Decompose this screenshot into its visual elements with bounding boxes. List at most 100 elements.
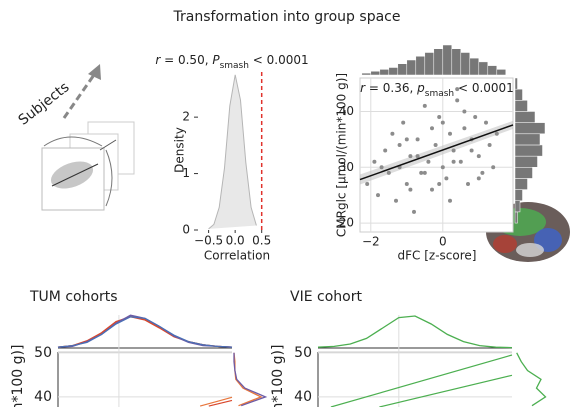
top-hist-bar <box>496 69 507 76</box>
scatter-point <box>437 115 442 120</box>
scatter-point <box>397 142 402 147</box>
scatter-point <box>444 176 449 181</box>
y-tick-label: 40 <box>34 389 52 405</box>
marginal-curve <box>57 316 233 348</box>
scatter-point <box>458 159 463 164</box>
y-axis-label: n*100 g)] <box>270 345 286 407</box>
scatter-point <box>440 165 445 170</box>
top-hist-bar <box>406 59 417 76</box>
y-tick-label: 50 <box>294 345 312 361</box>
scatter-point <box>401 120 406 125</box>
right-hist-bar <box>514 133 541 146</box>
top-hist-bar <box>361 72 372 76</box>
y-tick-label: 50 <box>34 345 52 361</box>
title-part: smash <box>220 61 249 71</box>
panel-title: r = 0.50, Psmash < 0.0001 <box>155 53 308 71</box>
fit-line <box>359 124 514 181</box>
right-hist-bar <box>514 111 536 123</box>
right-marginal-curve <box>233 352 268 407</box>
panel-title: TUM cohorts <box>29 289 118 305</box>
x-axis-label: Correlation <box>204 249 270 263</box>
right-hist-bar <box>514 189 523 202</box>
scatter-point <box>440 120 445 125</box>
right-hist-bar <box>514 77 518 90</box>
scatter-point <box>408 187 413 192</box>
y-tick-label: 0 <box>182 223 190 237</box>
right-marginal-curve <box>233 352 263 407</box>
x-tick-label: 0.5 <box>252 234 271 248</box>
top-hist-bar <box>415 56 426 76</box>
scatter-point <box>422 103 427 108</box>
scatter-point <box>433 142 438 147</box>
arrow-head <box>88 64 101 80</box>
top-hist-bar <box>487 65 498 76</box>
right-hist-bar <box>514 122 546 135</box>
x-tick-label: −0.5 <box>194 234 223 248</box>
right-hist-bar <box>514 200 521 213</box>
scatter-point <box>383 148 388 153</box>
x-axis-label: dFC [z-score] <box>398 249 477 263</box>
scatter-point <box>462 126 467 131</box>
figure-title: Transformation into group space <box>173 9 401 25</box>
top-hist-bar <box>397 63 408 76</box>
right-hist-bar <box>514 144 543 157</box>
scatter-point <box>376 193 380 198</box>
scatter-point <box>365 182 370 187</box>
scatter-point <box>437 182 442 187</box>
scatter-point <box>404 137 409 142</box>
fit-line <box>199 396 233 407</box>
scatter-point <box>415 137 420 142</box>
fit-line <box>379 374 513 407</box>
scatter-point <box>469 148 474 153</box>
title-part: p <box>416 81 425 95</box>
fit-line <box>330 354 513 407</box>
scatter-point <box>426 159 431 164</box>
scatter-point <box>394 198 398 203</box>
scatter-point <box>494 131 499 136</box>
scatter-point <box>448 198 452 203</box>
right-hist-bar <box>514 88 523 101</box>
scatter-point <box>484 120 488 125</box>
scatter-point <box>422 170 427 175</box>
top-hist-bar <box>469 57 480 76</box>
scatter-point <box>430 187 434 192</box>
top-hist-bar <box>433 48 444 76</box>
scatter-point <box>455 87 460 92</box>
x-tick-label: −2 <box>362 235 380 249</box>
y-tick-label: 40 <box>294 389 312 405</box>
subjects-arrow <box>62 71 98 119</box>
scatter-point <box>386 170 391 175</box>
top-hist-bar <box>460 52 471 76</box>
scatter-point <box>419 170 424 175</box>
marginal-curve <box>317 315 513 349</box>
scatter-point <box>412 209 416 214</box>
brain-render <box>486 202 570 262</box>
scatter-point <box>430 126 434 131</box>
title-part: smash <box>425 89 454 99</box>
scatter-point <box>462 109 467 114</box>
right-marginal-curve <box>516 352 547 407</box>
title-part: r <box>360 81 366 95</box>
y-axis-label: Density <box>173 127 187 173</box>
scatter-point <box>448 131 452 136</box>
scatter-point <box>455 98 460 103</box>
scatter-point <box>415 154 420 159</box>
top-hist-bar <box>451 48 462 76</box>
subject-thumbnails <box>41 121 135 211</box>
title-part: < 0.0001 <box>454 81 514 95</box>
top-hist-bar <box>370 71 381 76</box>
scatter-point <box>487 142 492 147</box>
scatter-point <box>451 159 456 164</box>
y-tick-label: 20 <box>339 216 354 230</box>
right-hist-bar <box>514 155 538 168</box>
y-tick-label: 2 <box>182 110 190 124</box>
y-axis-label: n*100 g)] <box>10 345 26 407</box>
top-hist-bar <box>379 69 390 76</box>
scatter-point <box>390 131 395 136</box>
scatter-point <box>408 154 413 159</box>
top-hist-bar <box>388 67 399 76</box>
density-curve <box>208 74 257 230</box>
scatter-point <box>491 165 496 170</box>
title-part: < 0.0001 <box>249 53 309 67</box>
